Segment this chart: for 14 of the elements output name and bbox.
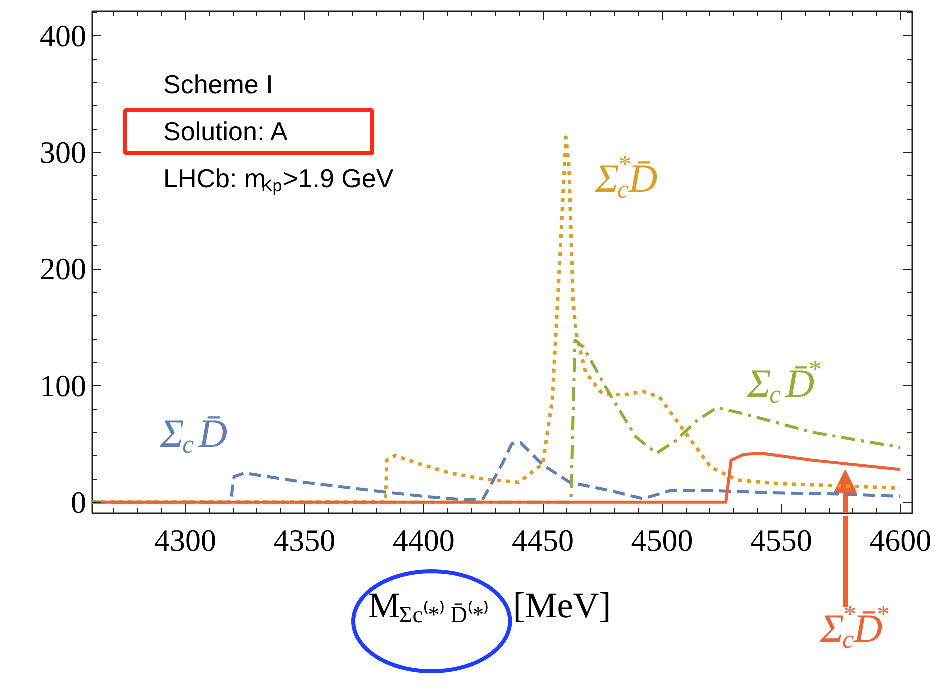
- x-tick-label: 4300: [154, 523, 216, 558]
- x-tick-label: 4600: [870, 523, 932, 558]
- y-tick-label: 300: [40, 135, 86, 170]
- x-tick-label: 4450: [512, 523, 574, 558]
- y-tick-label: 100: [40, 368, 86, 404]
- annotation: Solution: A: [164, 116, 288, 146]
- x-tick-label: 4550: [750, 523, 812, 558]
- y-tick-label: 0: [71, 484, 86, 520]
- x-tick-label: 4400: [392, 523, 455, 558]
- x-tick-label: 4350: [274, 523, 336, 558]
- x-tick-label: 4500: [631, 523, 694, 558]
- annotation: Scheme I: [164, 70, 274, 100]
- y-tick-label: 400: [40, 18, 86, 54]
- y-tick-label: 200: [40, 252, 86, 287]
